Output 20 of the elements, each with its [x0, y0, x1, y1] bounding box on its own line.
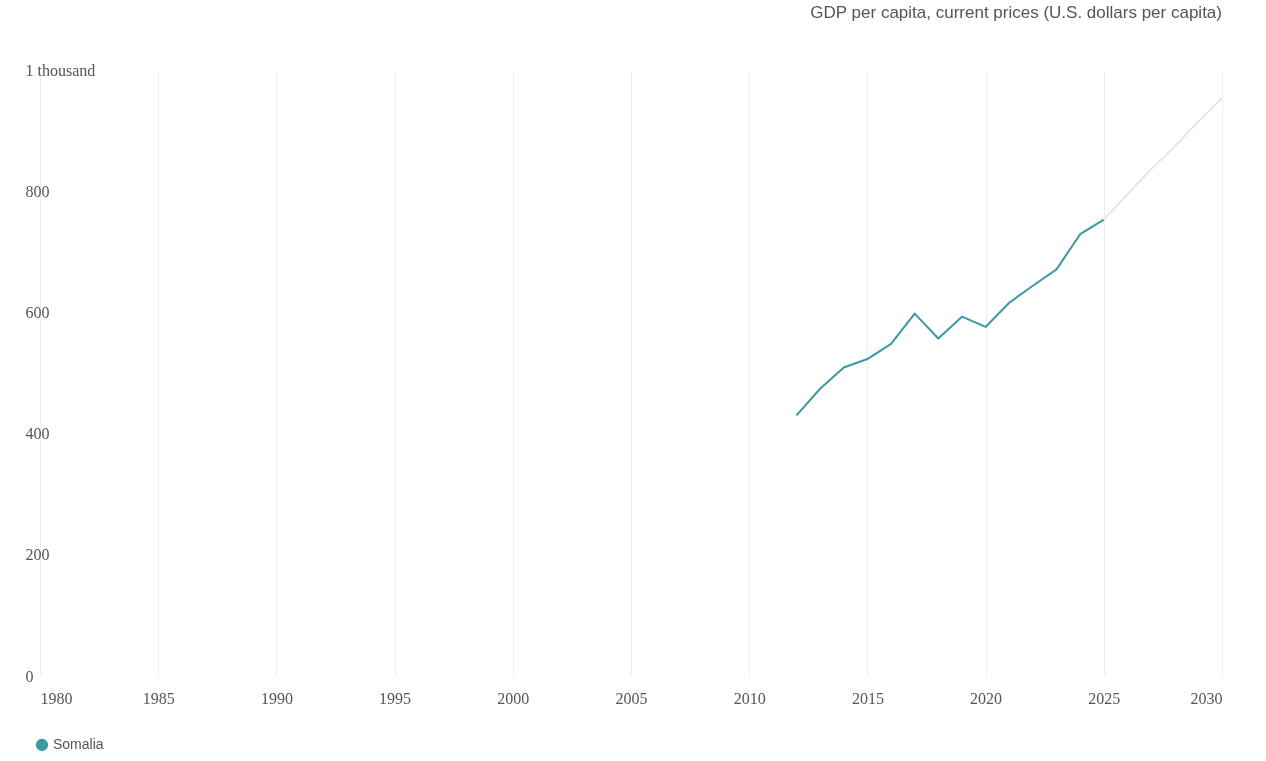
x-tick-label: 2020	[970, 689, 1003, 707]
y-tick-label: 800	[25, 182, 50, 200]
legend-label: Somalia	[53, 736, 104, 752]
x-tick-label: 2025	[1088, 689, 1121, 707]
x-tick-label: 1980	[40, 689, 73, 707]
y-tick-label: 0	[25, 667, 34, 685]
x-tick-label: 1985	[142, 689, 175, 707]
x-tick-label: 2030	[1190, 689, 1223, 707]
x-tick-label: 2005	[615, 689, 648, 707]
y-tick-label: 400	[25, 425, 50, 443]
x-tick-label: 2010	[733, 689, 766, 707]
y-tick-label: 200	[25, 546, 50, 564]
x-tick-label: 1995	[379, 689, 412, 707]
line-series	[795, 218, 1105, 417]
y-tick-label: 600	[25, 303, 50, 321]
x-tick-label: 1990	[260, 689, 293, 707]
y-tick-label: 1 thousand	[25, 61, 96, 79]
chart-title: GDP per capita, current prices (U.S. dollars per capita)	[810, 3, 1222, 22]
x-tick-label: 2015	[851, 689, 884, 707]
x-tick-label: 2000	[497, 689, 530, 707]
